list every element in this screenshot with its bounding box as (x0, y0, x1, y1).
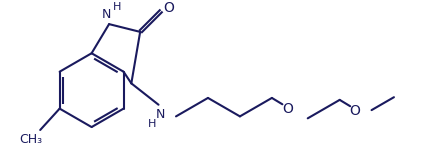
Text: H: H (112, 2, 121, 12)
Text: H: H (147, 119, 156, 129)
Text: N: N (101, 8, 111, 21)
Text: O: O (282, 102, 293, 116)
Text: O: O (163, 1, 174, 15)
Text: O: O (350, 104, 360, 118)
Text: CH₃: CH₃ (19, 133, 42, 146)
Text: N: N (156, 108, 165, 121)
